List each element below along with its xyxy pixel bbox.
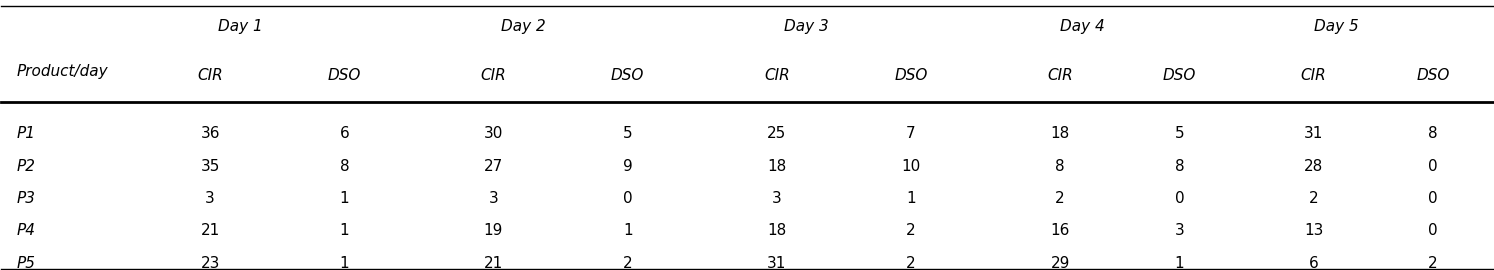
Text: 2: 2 bbox=[623, 256, 632, 270]
Text: CIR: CIR bbox=[1301, 68, 1327, 83]
Text: 3: 3 bbox=[1174, 223, 1185, 238]
Text: Day 4: Day 4 bbox=[1061, 19, 1106, 34]
Text: DSO: DSO bbox=[1162, 68, 1197, 83]
Text: 29: 29 bbox=[1050, 256, 1070, 270]
Text: 3: 3 bbox=[205, 191, 215, 206]
Text: CIR: CIR bbox=[197, 68, 223, 83]
Text: P2: P2 bbox=[16, 159, 36, 174]
Text: 28: 28 bbox=[1304, 159, 1324, 174]
Text: 3: 3 bbox=[489, 191, 499, 206]
Text: 1: 1 bbox=[907, 191, 916, 206]
Text: 0: 0 bbox=[1428, 223, 1437, 238]
Text: P1: P1 bbox=[16, 126, 36, 141]
Text: 13: 13 bbox=[1304, 223, 1324, 238]
Text: 1: 1 bbox=[1174, 256, 1185, 270]
Text: 2: 2 bbox=[1309, 191, 1319, 206]
Text: 0: 0 bbox=[623, 191, 632, 206]
Text: 2: 2 bbox=[1055, 191, 1065, 206]
Text: 8: 8 bbox=[339, 159, 350, 174]
Text: Day 2: Day 2 bbox=[500, 19, 545, 34]
Text: 18: 18 bbox=[768, 223, 786, 238]
Text: 3: 3 bbox=[772, 191, 781, 206]
Text: CIR: CIR bbox=[1047, 68, 1073, 83]
Text: 31: 31 bbox=[766, 256, 786, 270]
Text: 0: 0 bbox=[1174, 191, 1185, 206]
Text: DSO: DSO bbox=[1416, 68, 1449, 83]
Text: CIR: CIR bbox=[481, 68, 506, 83]
Text: 19: 19 bbox=[484, 223, 503, 238]
Text: 1: 1 bbox=[339, 256, 350, 270]
Text: 2: 2 bbox=[907, 223, 916, 238]
Text: DSO: DSO bbox=[327, 68, 362, 83]
Text: DSO: DSO bbox=[895, 68, 928, 83]
Text: 1: 1 bbox=[623, 223, 632, 238]
Text: Day 5: Day 5 bbox=[1313, 19, 1358, 34]
Text: 25: 25 bbox=[768, 126, 786, 141]
Text: 18: 18 bbox=[768, 159, 786, 174]
Text: CIR: CIR bbox=[763, 68, 790, 83]
Text: 8: 8 bbox=[1055, 159, 1065, 174]
Text: 31: 31 bbox=[1304, 126, 1324, 141]
Text: 8: 8 bbox=[1428, 126, 1437, 141]
Text: Day 3: Day 3 bbox=[784, 19, 829, 34]
Text: 8: 8 bbox=[1174, 159, 1185, 174]
Text: P5: P5 bbox=[16, 256, 36, 270]
Text: 21: 21 bbox=[200, 223, 220, 238]
Text: 30: 30 bbox=[484, 126, 503, 141]
Text: DSO: DSO bbox=[611, 68, 644, 83]
Text: 21: 21 bbox=[484, 256, 503, 270]
Text: 1: 1 bbox=[339, 191, 350, 206]
Text: 0: 0 bbox=[1428, 191, 1437, 206]
Text: 6: 6 bbox=[1309, 256, 1319, 270]
Text: 36: 36 bbox=[200, 126, 220, 141]
Text: 6: 6 bbox=[339, 126, 350, 141]
Text: 2: 2 bbox=[907, 256, 916, 270]
Text: 16: 16 bbox=[1050, 223, 1070, 238]
Text: 18: 18 bbox=[1050, 126, 1070, 141]
Text: 7: 7 bbox=[907, 126, 916, 141]
Text: Product/day: Product/day bbox=[16, 64, 108, 79]
Text: 2: 2 bbox=[1428, 256, 1437, 270]
Text: 5: 5 bbox=[1174, 126, 1185, 141]
Text: P3: P3 bbox=[16, 191, 36, 206]
Text: 9: 9 bbox=[623, 159, 632, 174]
Text: 27: 27 bbox=[484, 159, 503, 174]
Text: 35: 35 bbox=[200, 159, 220, 174]
Text: Day 1: Day 1 bbox=[218, 19, 263, 34]
Text: 1: 1 bbox=[339, 223, 350, 238]
Text: 23: 23 bbox=[200, 256, 220, 270]
Text: P4: P4 bbox=[16, 223, 36, 238]
Text: 0: 0 bbox=[1428, 159, 1437, 174]
Text: 10: 10 bbox=[901, 159, 920, 174]
Text: 5: 5 bbox=[623, 126, 632, 141]
